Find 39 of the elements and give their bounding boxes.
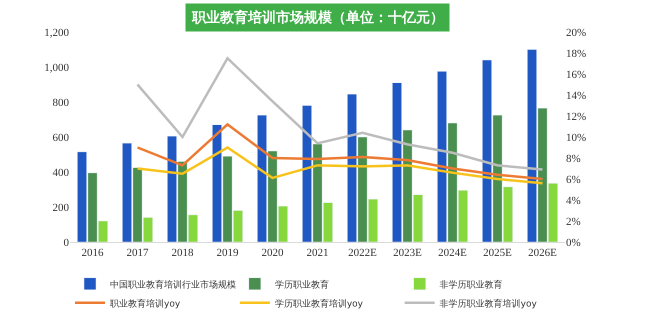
y2-tick-label: 18% — [566, 48, 586, 60]
y-tick-label: 200 — [52, 202, 70, 214]
y2-tick-label: 12% — [566, 110, 586, 123]
x-tick-label: 2022E — [348, 247, 378, 260]
y-tick-label: 400 — [52, 166, 70, 179]
line-series — [136, 123, 544, 180]
x-tick-label: 2016 — [82, 247, 104, 260]
line-series — [136, 146, 544, 184]
legend-label: 非学历职业教育 — [440, 279, 503, 290]
y-tick-label: 800 — [52, 96, 70, 109]
y-tick-label: 1,000 — [44, 62, 70, 74]
line-series — [136, 57, 544, 171]
x-tick-label: 2018 — [172, 247, 194, 260]
x-tick-label: 2021 — [306, 247, 328, 260]
x-tick-label: 2024E — [438, 247, 468, 260]
x-tick-label: 2019 — [216, 247, 239, 260]
y2-tick-label: 2% — [566, 216, 581, 228]
legend-label: 学历职业教育 — [274, 279, 329, 290]
x-tick-label: 2017 — [126, 247, 149, 260]
y-tick-label: 600 — [52, 132, 70, 144]
y2-tick-label: 10% — [566, 132, 586, 144]
legend-label: 职业教育培训yoy — [110, 298, 181, 310]
y-tick-label: 0 — [64, 236, 70, 249]
chart-title: 职业教育培训市场规模（单位：十亿元） — [191, 9, 444, 26]
legend-label: 非学历职业教育培训yoy — [440, 298, 538, 310]
y2-tick-label: 0% — [566, 236, 581, 249]
y-tick-label: 1,200 — [44, 26, 70, 39]
y2-tick-label: 20% — [566, 26, 586, 39]
y2-tick-label: 16% — [566, 68, 586, 81]
y2-tick-label: 4% — [566, 194, 581, 207]
x-tick-label: 2020 — [262, 247, 284, 260]
x-tick-label: 2026E — [528, 247, 558, 260]
x-tick-label: 2025E — [483, 247, 512, 260]
legend-label: 学历职业教育培训yoy — [274, 298, 364, 310]
y2-tick-label: 14% — [566, 90, 586, 102]
legend-label: 中国职业教育培训行业市场规模 — [110, 279, 236, 290]
y2-tick-label: 6% — [566, 174, 581, 186]
y2-tick-label: 8% — [566, 152, 581, 165]
x-tick-label: 2023E — [393, 247, 422, 260]
